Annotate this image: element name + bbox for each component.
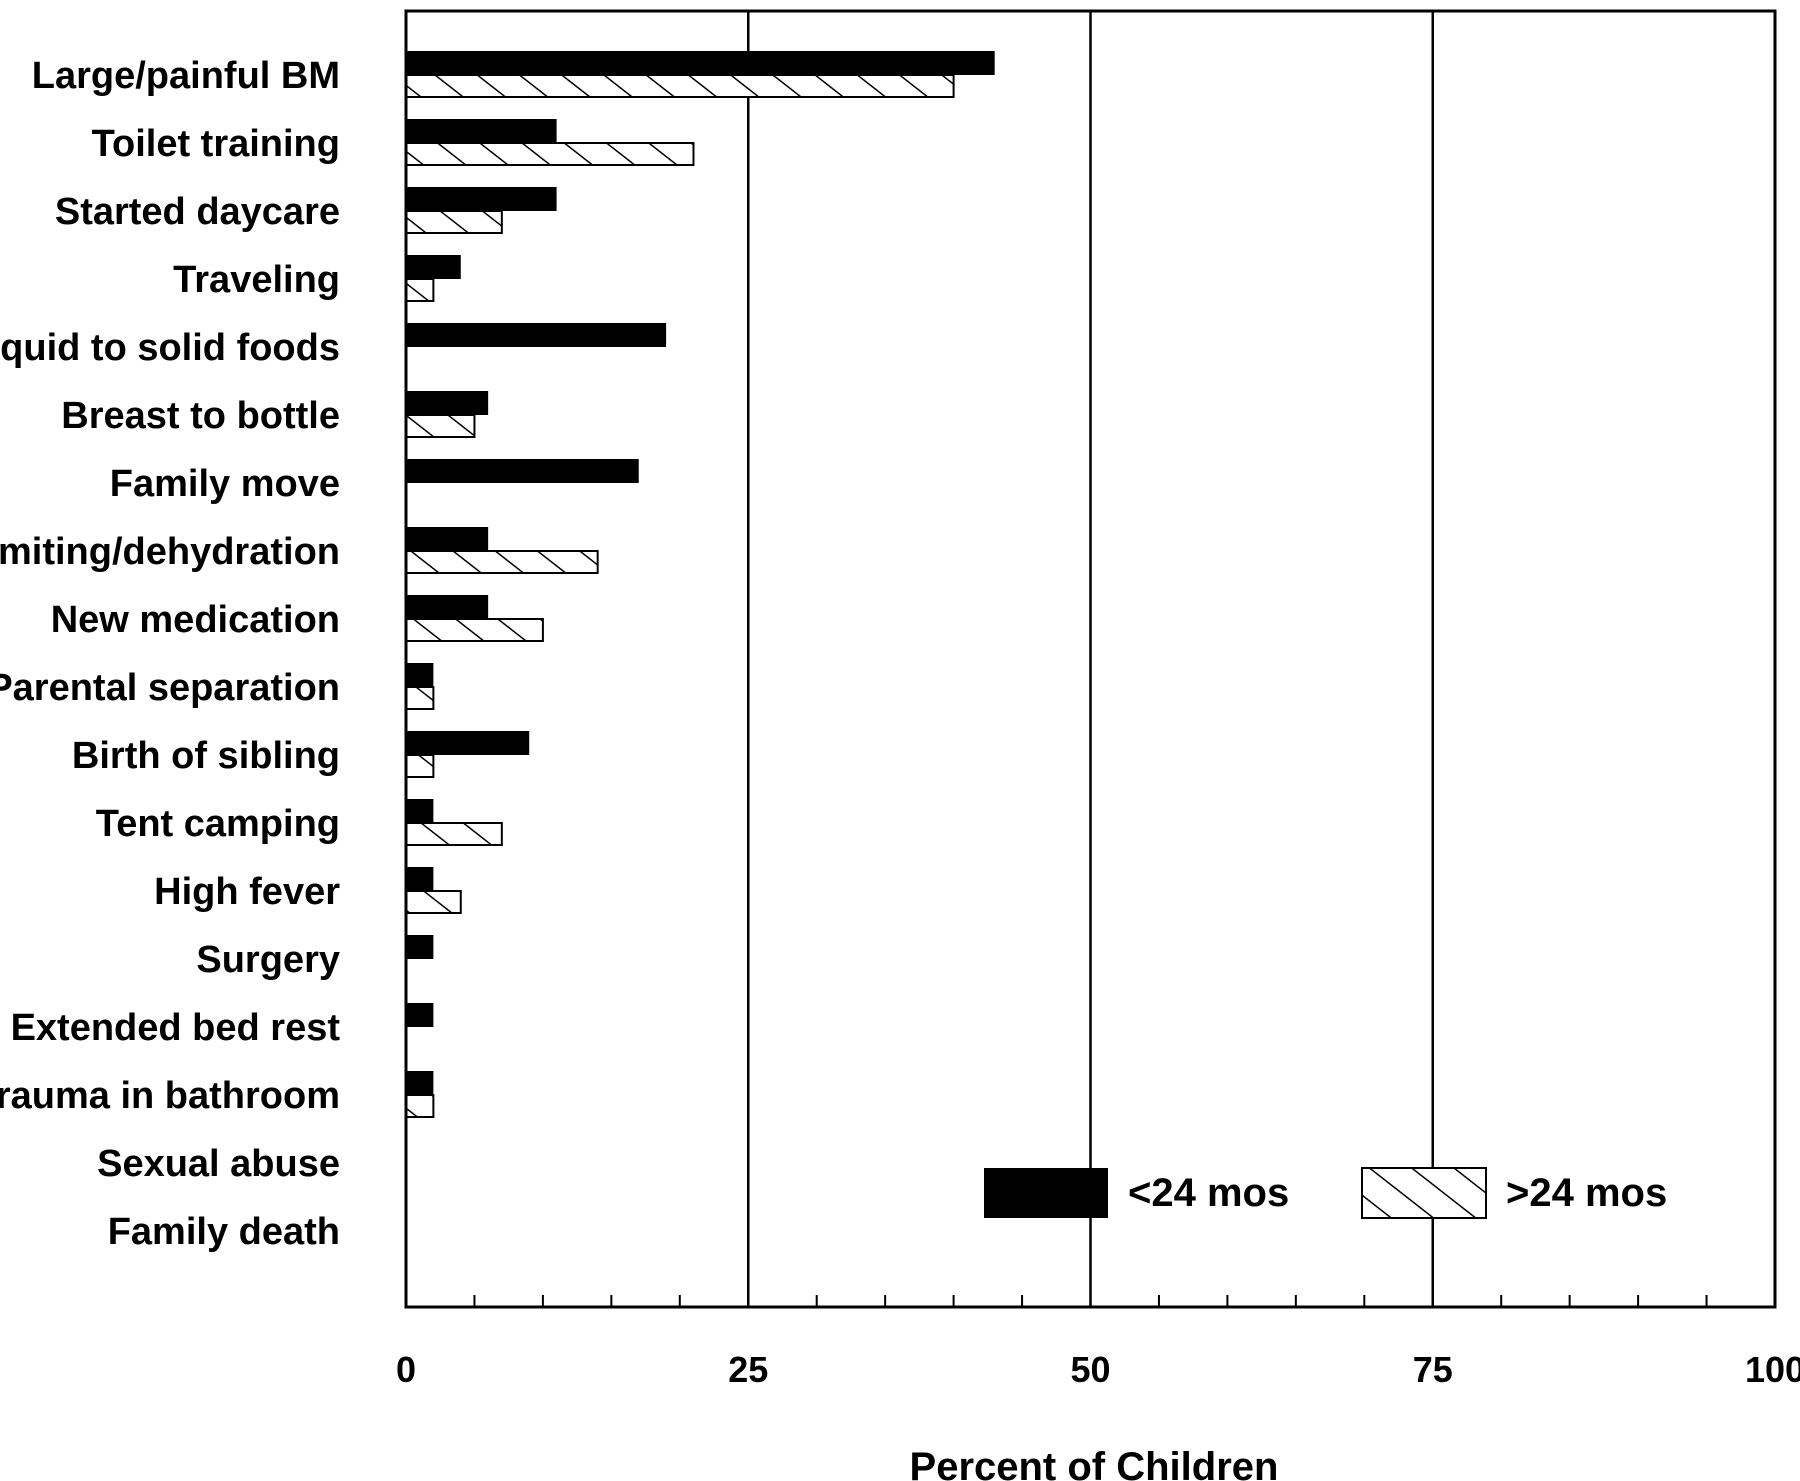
x-tick-labels: 0 25 50 75 100 [396, 1349, 1800, 1390]
bar-over-24-mos [405, 618, 544, 642]
x-tick-label: 75 [1413, 1349, 1453, 1390]
legend-swatch-over-24-mos [1361, 1167, 1487, 1219]
legend-label-over-24-mos: >24 mos [1506, 1171, 1667, 1215]
x-tick-label: 25 [728, 1349, 768, 1390]
bar-under-24-mos [406, 1071, 434, 1095]
bar-over-24-mos [405, 210, 503, 234]
bars [405, 51, 995, 1118]
category-label: Surgery [196, 939, 340, 981]
bar-over-24-mos [405, 74, 955, 98]
category-label: Started daycare [55, 191, 340, 233]
category-label: High fever [154, 871, 340, 913]
category-label: Tent camping [96, 803, 340, 845]
bar-over-24-mos [405, 414, 476, 438]
bar-under-24-mos [406, 51, 995, 75]
bar-over-24-mos [405, 550, 599, 574]
legend: <24 mos >24 mos [984, 1167, 1667, 1219]
category-label: Family move [110, 463, 340, 505]
plot-frame [404, 9, 1777, 1309]
grid-lines [747, 11, 1434, 1307]
bar-over-24-mos [405, 278, 435, 302]
bar-under-24-mos [406, 527, 489, 551]
bar-over-24-mos [405, 686, 435, 710]
bar-under-24-mos [406, 799, 434, 823]
bar-over-24-mos [405, 1094, 435, 1118]
bar-over-24-mos [405, 822, 503, 846]
x-axis-ticks [473, 1295, 1708, 1307]
category-label: New medication [51, 599, 340, 641]
category-label: Sexual abuse [97, 1143, 340, 1185]
bar-under-24-mos [406, 935, 434, 959]
bar-under-24-mos [406, 459, 639, 483]
x-tick-label: 0 [396, 1349, 416, 1390]
x-axis-label: Percent of Children [910, 1445, 1279, 1481]
category-label: Birth of sibling [72, 735, 340, 777]
bar-over-24-mos [405, 142, 695, 166]
category-label: Vomiting/dehydration [0, 531, 340, 573]
x-tick-label: 50 [1070, 1349, 1110, 1390]
bar-under-24-mos [406, 731, 530, 755]
category-label: Extended bed rest [11, 1007, 341, 1049]
x-tick-label: 100 [1745, 1349, 1800, 1390]
bar-under-24-mos [406, 187, 557, 211]
bar-under-24-mos [406, 391, 489, 415]
category-label: Trauma in bathroom [0, 1075, 340, 1117]
category-label: Liquid to solid foods [0, 327, 340, 369]
category-label: Large/painful BM [32, 55, 340, 97]
legend-swatch-under-24-mos [984, 1168, 1108, 1218]
category-label: Family death [108, 1211, 340, 1253]
legend-label-under-24-mos: <24 mos [1128, 1171, 1289, 1215]
bar-over-24-mos [405, 754, 435, 778]
bar-over-24-mos [405, 890, 462, 914]
bar-under-24-mos [406, 867, 434, 891]
bar-under-24-mos [406, 1003, 434, 1027]
category-label: Parental separation [0, 667, 340, 709]
category-label: Traveling [173, 259, 340, 301]
category-label: Toilet training [92, 123, 340, 165]
bar-under-24-mos [406, 255, 461, 279]
bar-under-24-mos [406, 595, 489, 619]
category-labels: Large/painful BM Toilet training Started d… [0, 55, 340, 1253]
bar-under-24-mos [406, 323, 667, 347]
bar-under-24-mos [406, 119, 557, 143]
bar-under-24-mos [406, 663, 434, 687]
category-label: Breast to bottle [61, 395, 340, 437]
